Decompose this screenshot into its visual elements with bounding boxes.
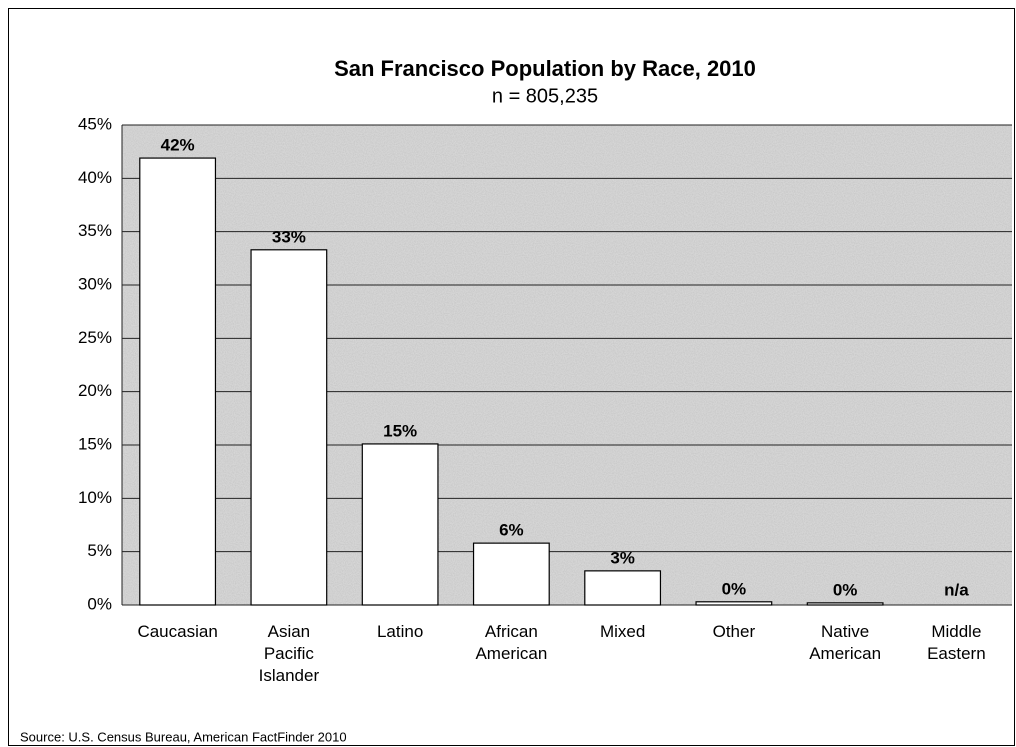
x-tick-label: Native American xyxy=(809,622,881,663)
value-label: n/a xyxy=(944,580,969,599)
bar xyxy=(806,602,884,606)
y-tick-label: 30% xyxy=(78,274,112,293)
bar xyxy=(472,542,550,606)
bar xyxy=(695,601,773,606)
chart-title: San Francisco Population by Race, 2010 xyxy=(334,56,756,81)
y-tick-label: 10% xyxy=(78,488,112,507)
value-label: 0% xyxy=(722,579,747,598)
y-tick-label: 25% xyxy=(78,328,112,347)
bar xyxy=(584,570,662,606)
frame xyxy=(8,8,1015,746)
bar xyxy=(139,157,217,606)
y-tick-label: 0% xyxy=(87,594,112,613)
value-label: 33% xyxy=(272,227,306,246)
x-tick-label: Latino xyxy=(377,622,423,641)
x-tick-label: Mixed xyxy=(600,622,645,641)
bar xyxy=(361,443,439,606)
y-tick-label: 5% xyxy=(87,541,112,560)
source-note: Source: U.S. Census Bureau, American Fac… xyxy=(20,729,347,744)
value-label: 42% xyxy=(161,136,195,155)
value-label: 6% xyxy=(499,521,524,540)
x-tick-label: African American xyxy=(475,622,547,663)
chart-subtitle: n = 805,235 xyxy=(492,85,598,107)
value-label: 3% xyxy=(610,548,635,567)
x-tick-label: Middle Eastern xyxy=(927,622,986,663)
bar xyxy=(250,249,328,606)
y-tick-label: 35% xyxy=(78,221,112,240)
y-tick-label: 15% xyxy=(78,434,112,453)
y-tick-label: 45% xyxy=(78,114,112,133)
y-tick-label: 40% xyxy=(78,168,112,187)
x-tick-label: Other xyxy=(713,622,756,641)
x-tick-label: Asian Pacific Islander xyxy=(259,622,320,685)
y-tick-label: 20% xyxy=(78,381,112,400)
value-label: 15% xyxy=(383,421,417,440)
value-label: 0% xyxy=(833,580,858,599)
x-tick-label: Caucasian xyxy=(137,622,217,641)
